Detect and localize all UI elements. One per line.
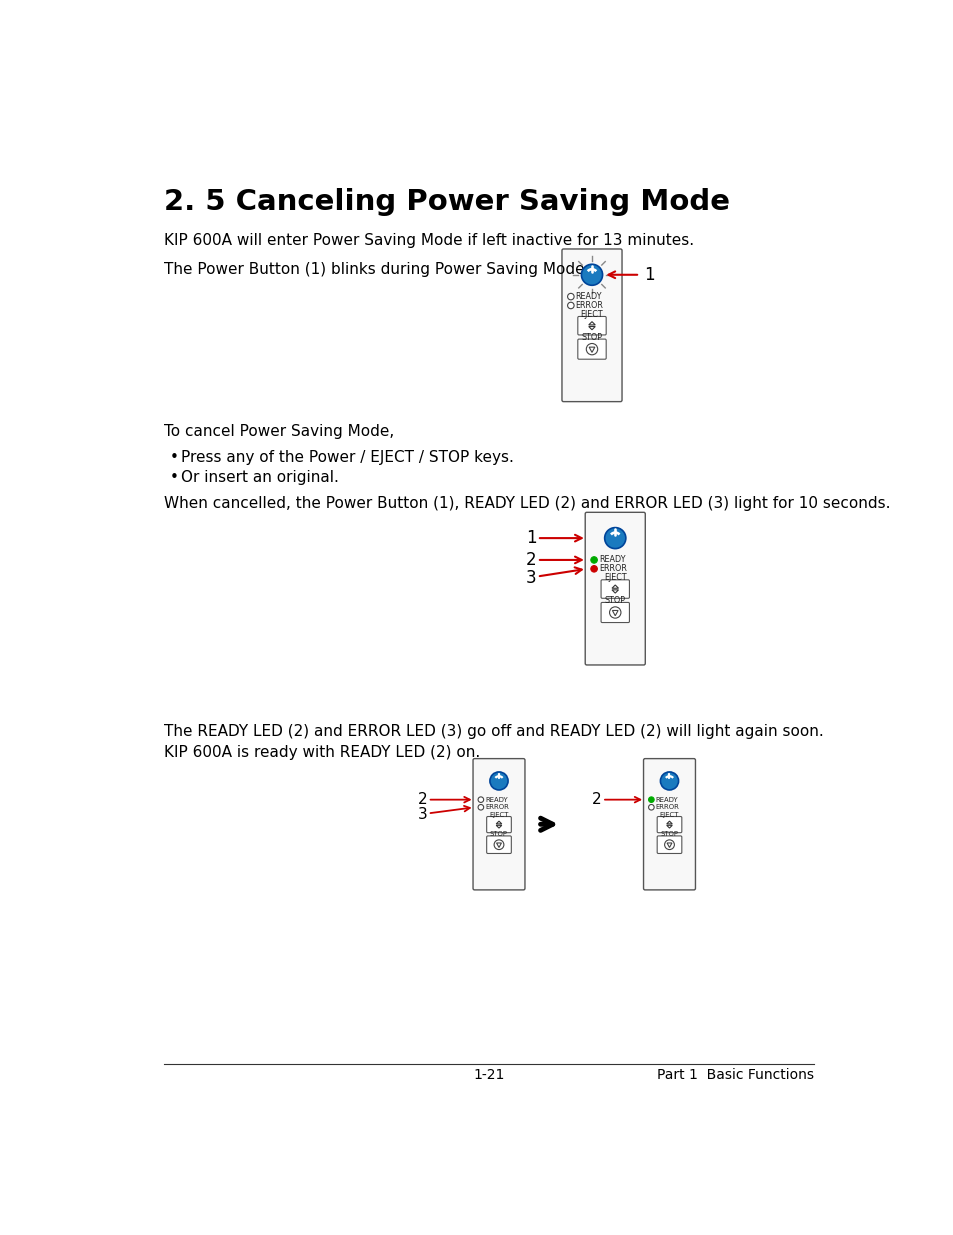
Text: 2. 5 Canceling Power Saving Mode: 2. 5 Canceling Power Saving Mode (164, 188, 729, 216)
Text: •: • (170, 450, 178, 466)
Circle shape (590, 566, 597, 572)
FancyBboxPatch shape (600, 603, 629, 622)
Text: 2: 2 (525, 551, 537, 569)
Text: ERROR: ERROR (485, 804, 509, 810)
Text: ERROR: ERROR (575, 301, 603, 310)
Text: Or insert an original.: Or insert an original. (181, 471, 338, 485)
Text: 3: 3 (525, 569, 537, 587)
Circle shape (490, 772, 508, 790)
Text: When cancelled, the Power Button (1), READY LED (2) and ERROR LED (3) light for : When cancelled, the Power Button (1), RE… (164, 496, 890, 511)
FancyBboxPatch shape (561, 249, 621, 401)
Text: The READY LED (2) and ERROR LED (3) go off and READY LED (2) will light again so: The READY LED (2) and ERROR LED (3) go o… (164, 724, 823, 761)
Circle shape (580, 264, 602, 285)
FancyBboxPatch shape (578, 340, 605, 359)
Text: ERROR: ERROR (655, 804, 679, 810)
Text: ERROR: ERROR (598, 564, 626, 573)
Text: KIP 600A will enter Power Saving Mode if left inactive for 13 minutes.: KIP 600A will enter Power Saving Mode if… (164, 233, 694, 248)
Text: Press any of the Power / EJECT / STOP keys.: Press any of the Power / EJECT / STOP ke… (181, 450, 514, 466)
FancyBboxPatch shape (473, 758, 524, 890)
Text: The Power Button (1) blinks during Power Saving Mode.: The Power Button (1) blinks during Power… (164, 262, 589, 277)
Text: EJECT: EJECT (580, 310, 602, 319)
FancyBboxPatch shape (657, 816, 681, 832)
Text: To cancel Power Saving Mode,: To cancel Power Saving Mode, (164, 424, 394, 438)
Text: STOP: STOP (490, 831, 507, 837)
Text: 1: 1 (525, 529, 537, 547)
FancyBboxPatch shape (643, 758, 695, 890)
Text: 1-21: 1-21 (473, 1068, 504, 1082)
Text: EJECT: EJECT (603, 573, 626, 582)
FancyBboxPatch shape (584, 513, 644, 664)
Circle shape (477, 797, 483, 803)
Text: STOP: STOP (659, 831, 678, 837)
Text: READY: READY (575, 293, 601, 301)
Text: 3: 3 (417, 808, 427, 823)
Circle shape (567, 294, 574, 300)
FancyBboxPatch shape (486, 836, 511, 853)
Text: STOP: STOP (604, 595, 625, 605)
Circle shape (648, 797, 654, 803)
Circle shape (604, 527, 625, 548)
FancyBboxPatch shape (657, 836, 681, 853)
Text: EJECT: EJECT (489, 811, 508, 818)
Circle shape (567, 303, 574, 309)
Circle shape (648, 804, 654, 810)
Text: Part 1  Basic Functions: Part 1 Basic Functions (656, 1068, 813, 1082)
Circle shape (590, 557, 597, 563)
Text: 2: 2 (417, 792, 427, 808)
Text: STOP: STOP (581, 332, 602, 342)
Text: EJECT: EJECT (659, 811, 679, 818)
Text: 1: 1 (643, 266, 654, 284)
FancyBboxPatch shape (578, 316, 605, 335)
FancyBboxPatch shape (486, 816, 511, 832)
Circle shape (659, 772, 678, 790)
Text: READY: READY (655, 797, 678, 803)
Text: READY: READY (598, 556, 625, 564)
Circle shape (477, 804, 483, 810)
Text: •: • (170, 471, 178, 485)
FancyBboxPatch shape (600, 579, 629, 598)
Text: 2: 2 (592, 792, 601, 808)
Text: READY: READY (485, 797, 507, 803)
